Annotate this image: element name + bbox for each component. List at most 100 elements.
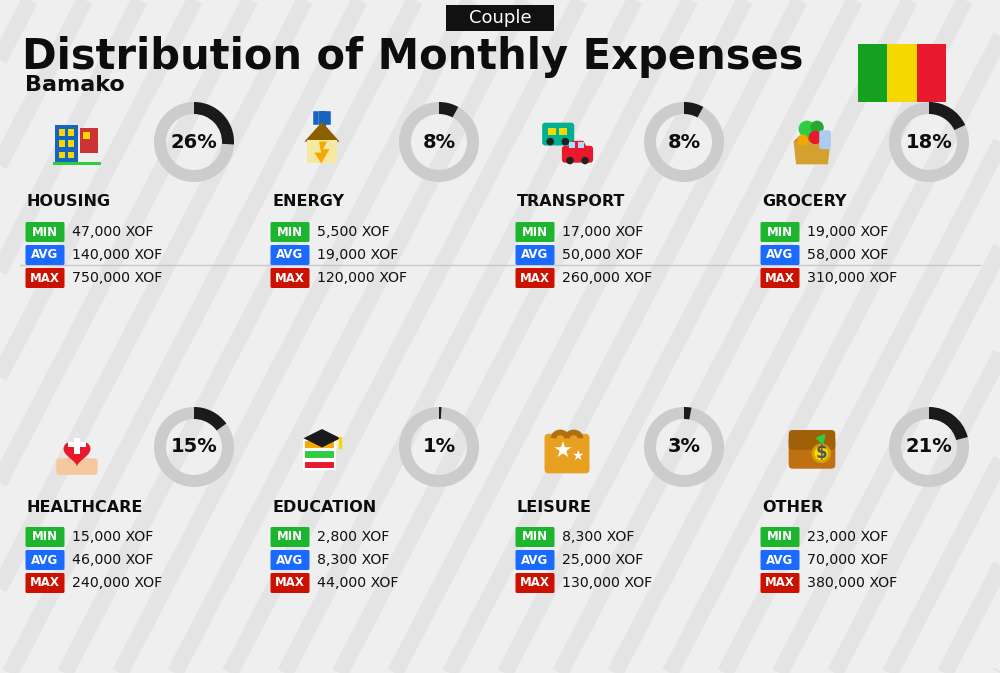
Polygon shape — [568, 141, 588, 149]
FancyBboxPatch shape — [516, 527, 554, 547]
Text: MAX: MAX — [275, 577, 305, 590]
Text: 26%: 26% — [171, 133, 217, 151]
Bar — [304, 450, 335, 459]
FancyBboxPatch shape — [819, 131, 831, 149]
Text: 21%: 21% — [906, 437, 952, 456]
Text: 47,000 XOF: 47,000 XOF — [72, 225, 153, 239]
FancyBboxPatch shape — [270, 573, 310, 593]
Text: MIN: MIN — [767, 225, 793, 238]
FancyBboxPatch shape — [761, 527, 800, 547]
Text: AVG: AVG — [276, 248, 304, 262]
Bar — [59, 151, 65, 158]
Bar — [887, 44, 917, 102]
Text: 25,000 XOF: 25,000 XOF — [562, 553, 643, 567]
Text: LEISURE: LEISURE — [517, 499, 592, 514]
Text: 18%: 18% — [906, 133, 952, 151]
Polygon shape — [304, 429, 340, 448]
FancyBboxPatch shape — [26, 527, 64, 547]
Bar — [55, 125, 78, 162]
Text: MAX: MAX — [30, 271, 60, 285]
Text: 46,000 XOF: 46,000 XOF — [72, 553, 153, 567]
Text: 8,300 XOF: 8,300 XOF — [317, 553, 389, 567]
Text: Distribution of Monthly Expenses: Distribution of Monthly Expenses — [22, 36, 804, 78]
Text: AVG: AVG — [521, 248, 549, 262]
Bar — [59, 141, 65, 147]
Text: 23,000 XOF: 23,000 XOF — [807, 530, 888, 544]
FancyBboxPatch shape — [26, 268, 64, 288]
Text: MAX: MAX — [765, 271, 795, 285]
Text: 8,300 XOF: 8,300 XOF — [562, 530, 634, 544]
FancyBboxPatch shape — [270, 268, 310, 288]
Circle shape — [813, 445, 830, 462]
Wedge shape — [399, 407, 479, 487]
Text: MIN: MIN — [277, 530, 303, 544]
FancyBboxPatch shape — [26, 222, 64, 242]
Text: AVG: AVG — [31, 553, 59, 567]
Polygon shape — [304, 122, 340, 141]
Wedge shape — [889, 407, 969, 487]
Bar — [53, 162, 101, 165]
Text: OTHER: OTHER — [762, 499, 823, 514]
Text: AVG: AVG — [521, 553, 549, 567]
Text: Bamako: Bamako — [25, 75, 125, 95]
FancyBboxPatch shape — [270, 527, 310, 547]
Text: AVG: AVG — [766, 248, 794, 262]
Circle shape — [546, 138, 554, 145]
Text: MIN: MIN — [277, 225, 303, 238]
Wedge shape — [194, 102, 234, 145]
FancyBboxPatch shape — [446, 5, 554, 31]
Text: 380,000 XOF: 380,000 XOF — [807, 576, 897, 590]
Polygon shape — [314, 141, 330, 164]
Text: 8%: 8% — [667, 133, 701, 151]
Bar — [68, 129, 74, 136]
Text: MAX: MAX — [765, 577, 795, 590]
Text: 50,000 XOF: 50,000 XOF — [562, 248, 643, 262]
Text: HEALTHCARE: HEALTHCARE — [27, 499, 143, 514]
Text: ★: ★ — [553, 442, 573, 462]
Text: 15%: 15% — [171, 437, 217, 456]
FancyBboxPatch shape — [761, 222, 800, 242]
Text: 8%: 8% — [422, 133, 456, 151]
Bar — [68, 141, 74, 147]
Wedge shape — [194, 407, 226, 431]
Wedge shape — [399, 102, 479, 182]
Text: 17,000 XOF: 17,000 XOF — [562, 225, 643, 239]
Text: EDUCATION: EDUCATION — [272, 499, 376, 514]
FancyBboxPatch shape — [270, 222, 310, 242]
Wedge shape — [684, 407, 691, 419]
Bar — [569, 142, 575, 148]
FancyBboxPatch shape — [516, 573, 554, 593]
Text: MIN: MIN — [522, 225, 548, 238]
FancyBboxPatch shape — [789, 436, 835, 468]
Text: AVG: AVG — [766, 553, 794, 567]
FancyBboxPatch shape — [761, 550, 800, 570]
Bar — [83, 132, 90, 139]
Bar — [317, 434, 327, 439]
Text: 70,000 XOF: 70,000 XOF — [807, 553, 888, 567]
Wedge shape — [644, 407, 724, 487]
FancyBboxPatch shape — [516, 222, 554, 242]
FancyBboxPatch shape — [26, 245, 64, 265]
Text: MAX: MAX — [30, 577, 60, 590]
Circle shape — [810, 120, 824, 134]
Text: TRANSPORT: TRANSPORT — [517, 194, 625, 209]
Bar — [304, 460, 335, 469]
Text: MIN: MIN — [32, 225, 58, 238]
Wedge shape — [154, 102, 234, 182]
Bar — [68, 441, 86, 448]
Text: 120,000 XOF: 120,000 XOF — [317, 271, 407, 285]
Text: MIN: MIN — [522, 530, 548, 544]
Text: MAX: MAX — [275, 271, 305, 285]
Circle shape — [809, 131, 822, 144]
FancyBboxPatch shape — [761, 245, 800, 265]
FancyBboxPatch shape — [562, 146, 593, 163]
Text: 2,800 XOF: 2,800 XOF — [317, 530, 389, 544]
FancyBboxPatch shape — [26, 550, 64, 570]
Bar — [917, 44, 946, 102]
Text: 310,000 XOF: 310,000 XOF — [807, 271, 897, 285]
Circle shape — [797, 135, 808, 145]
Text: 260,000 XOF: 260,000 XOF — [562, 271, 652, 285]
FancyBboxPatch shape — [761, 573, 800, 593]
Wedge shape — [439, 102, 458, 118]
Text: 19,000 XOF: 19,000 XOF — [807, 225, 888, 239]
